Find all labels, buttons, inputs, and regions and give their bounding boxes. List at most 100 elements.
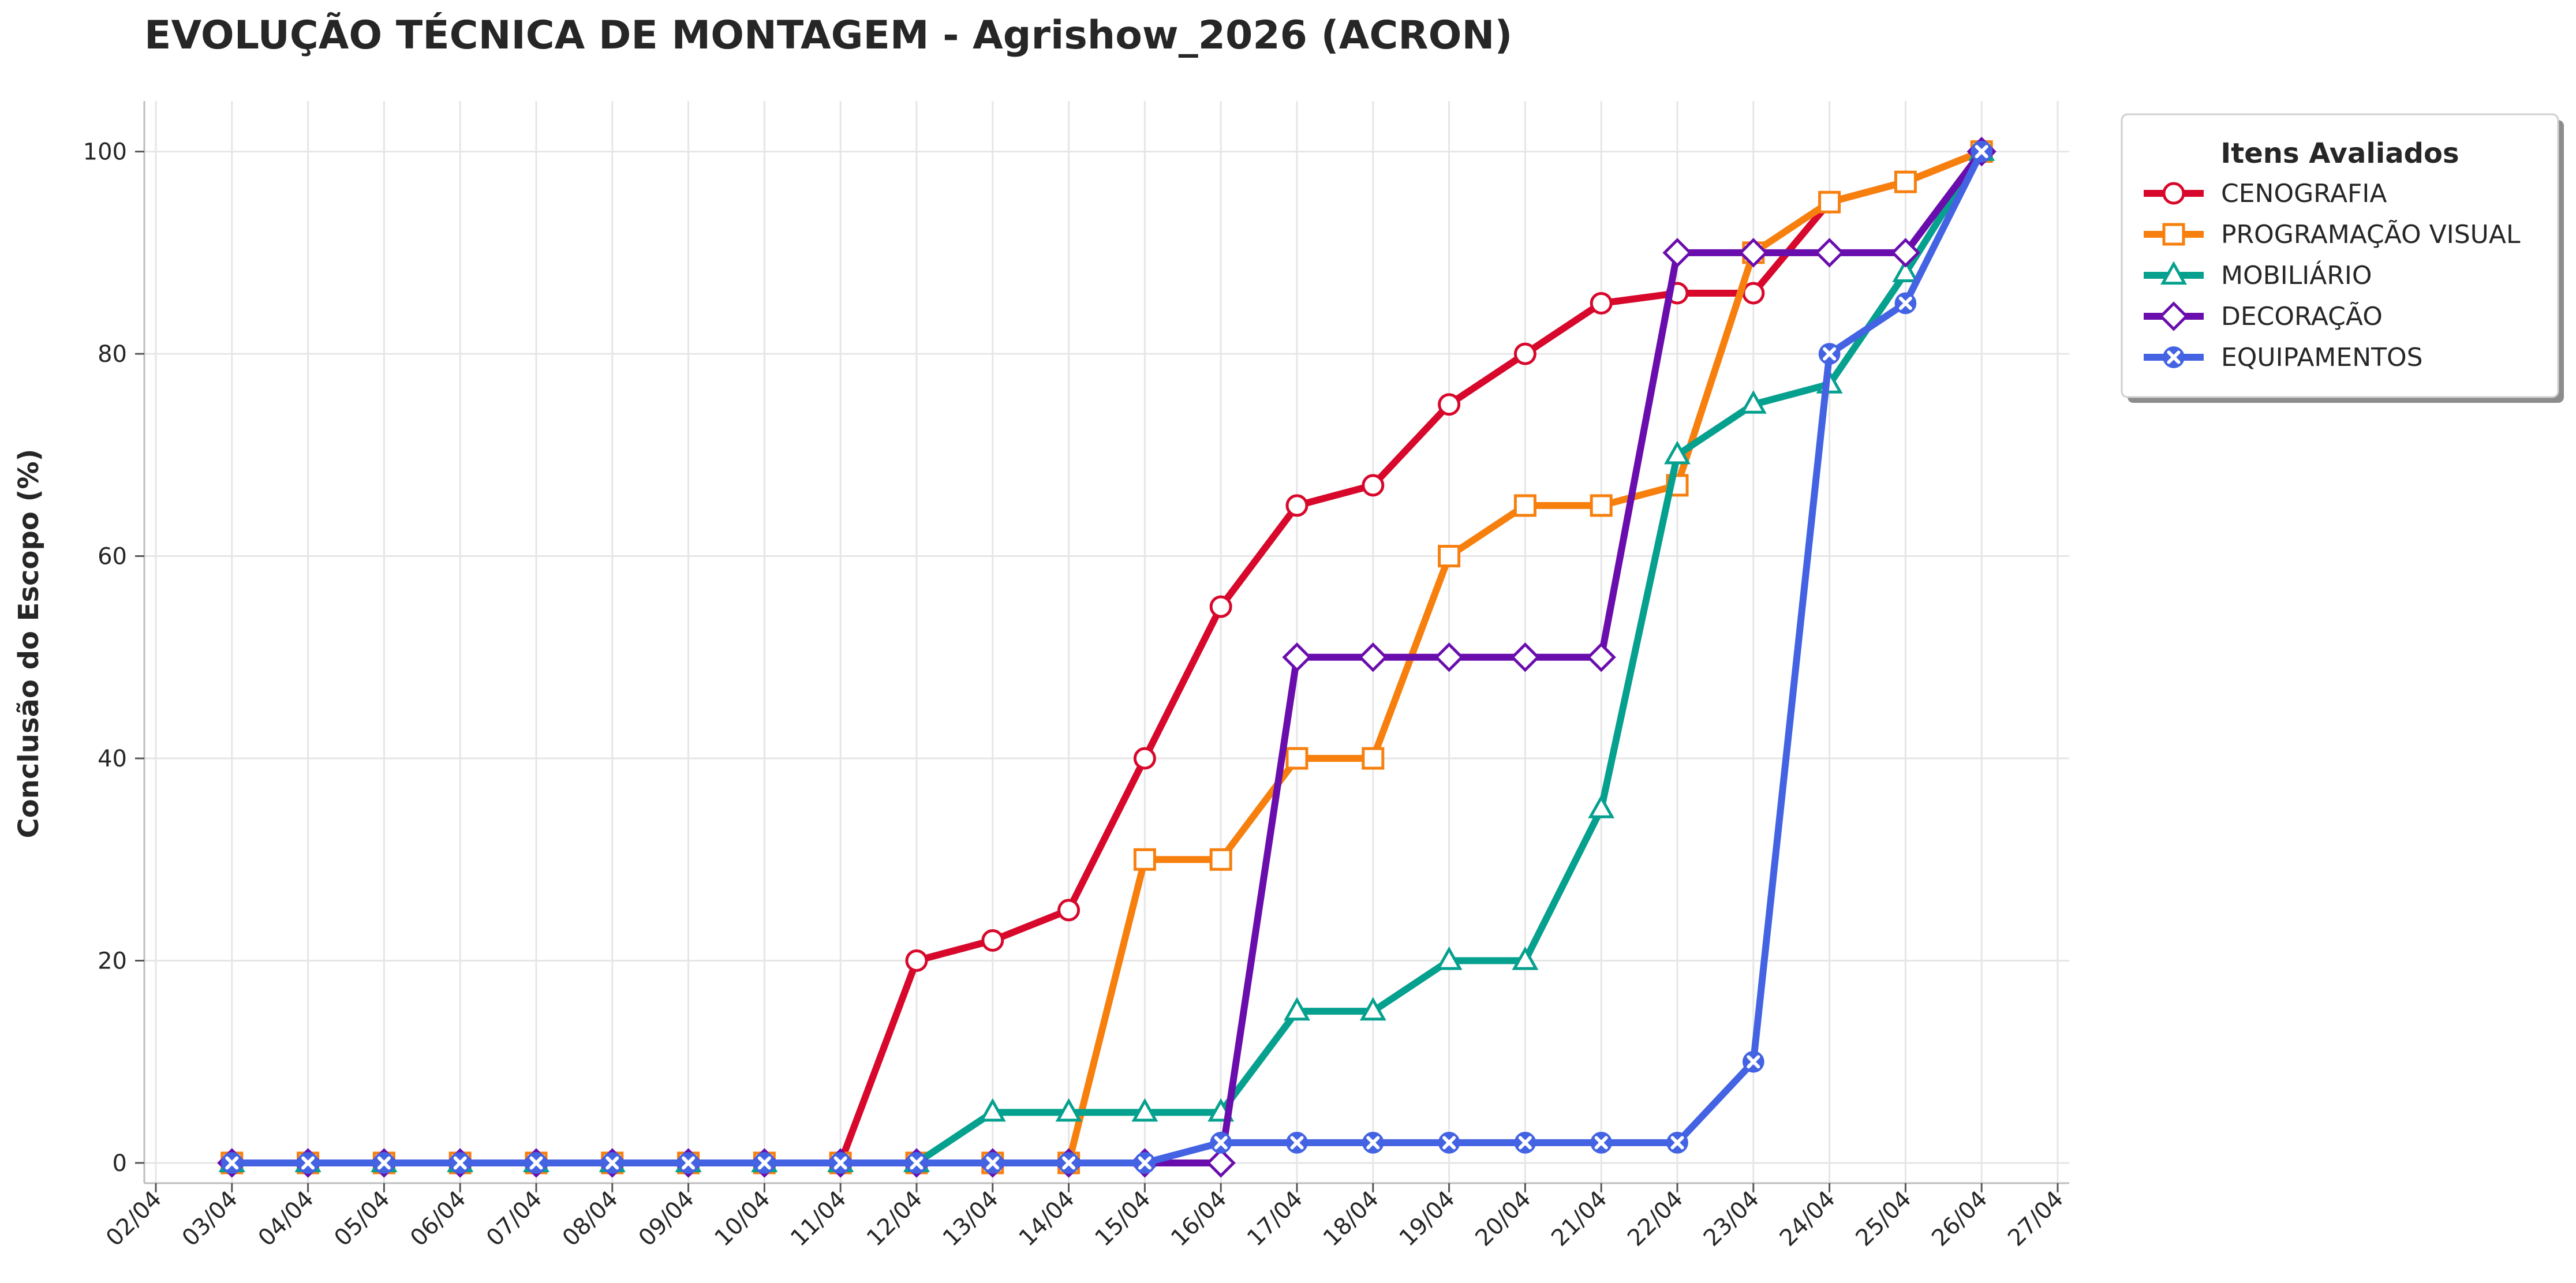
data-point-circle [1133, 747, 1156, 770]
data-point-square [1285, 747, 1308, 770]
data-point-diamond [1510, 642, 1541, 672]
data-point-x [220, 1152, 243, 1174]
data-point-x-cross [225, 1156, 239, 1170]
data-point-x [1971, 140, 1993, 163]
data-point-square [1438, 545, 1461, 568]
data-point-x-cross [910, 1156, 924, 1170]
data-point-x-cross [1747, 1055, 1760, 1069]
y-tick-label: 60 [98, 544, 127, 570]
data-point-x-cross [2167, 350, 2181, 364]
legend-item: EQUIPAMENTOS [2144, 343, 2423, 372]
data-point-triangle [1664, 440, 1691, 465]
data-point-x [449, 1152, 472, 1174]
data-point-diamond [1358, 642, 1388, 672]
data-point-triangle [1588, 794, 1615, 818]
legend-label: PROGRAMAÇÃO VISUAL [2221, 219, 2521, 249]
x-tick-label: 07/04 [481, 1186, 547, 1252]
y-axis-label: Conclusão do Escopo (%) [13, 449, 45, 839]
data-point-x [373, 1152, 395, 1174]
data-point-x-cross [1670, 1136, 1684, 1150]
x-tick-label: 02/04 [101, 1186, 167, 1252]
legend-label: MOBILIÁRIO [2221, 260, 2372, 290]
data-point-triangle [1892, 259, 1919, 282]
y-tick-label: 0 [113, 1150, 127, 1177]
data-point-x [2163, 346, 2185, 368]
legend-title: Itens Avaliados [2220, 137, 2459, 170]
grid [144, 101, 2069, 1183]
data-point-x-cross [1062, 1156, 1076, 1170]
data-point-circle [1209, 595, 1232, 618]
x-tick-label: 23/04 [1699, 1186, 1764, 1252]
series-line [228, 148, 1986, 1166]
data-point-x [906, 1152, 928, 1174]
data-point-triangle [1284, 997, 1310, 1021]
data-point-circle [1513, 342, 1536, 365]
x-tick-label: 05/04 [329, 1186, 395, 1252]
data-point-x-cross [757, 1156, 771, 1170]
data-point-circle [1438, 393, 1461, 416]
data-point-square [2162, 223, 2185, 246]
data-point-x [1818, 343, 1841, 365]
data-point-circle [905, 949, 928, 972]
y-tick-label: 20 [98, 948, 127, 974]
x-tick-label: 08/04 [558, 1186, 623, 1252]
data-point-diamond [1814, 238, 1845, 268]
x-tick-label: 26/04 [1927, 1186, 1992, 1252]
data-point-diamond [1206, 1148, 1236, 1178]
x-tick-label: 25/04 [1850, 1186, 1916, 1252]
x-tick-label: 10/04 [709, 1186, 775, 1252]
data-point-circle [1285, 494, 1308, 517]
data-point-triangle [1435, 946, 1463, 970]
data-point-x-cross [377, 1156, 391, 1170]
y-tick-label: 80 [98, 341, 127, 368]
data-point-diamond [1738, 238, 1769, 268]
data-point-diamond [1434, 642, 1464, 672]
data-point-triangle [1359, 997, 1386, 1021]
x-tick-label: 21/04 [1546, 1186, 1612, 1252]
data-point-square [1209, 848, 1232, 871]
x-tick-label: 09/04 [634, 1186, 700, 1252]
data-point-x-cross [453, 1156, 467, 1170]
data-point-x [1210, 1132, 1232, 1154]
series-line [228, 148, 1986, 1166]
legend-item: CENOGRAFIA [2144, 179, 2387, 208]
data-point-square [1133, 848, 1156, 871]
x-tick-label: 13/04 [938, 1186, 1004, 1252]
data-point-x [1057, 1152, 1080, 1174]
data-point-circle [2162, 182, 2185, 205]
data-point-x [297, 1152, 319, 1174]
legend-label: EQUIPAMENTOS [2221, 343, 2423, 372]
x-tick-label: 14/04 [1014, 1186, 1080, 1252]
x-tick-label: 03/04 [177, 1186, 243, 1252]
x-tick-label: 04/04 [253, 1186, 319, 1252]
x-tick-label: 20/04 [1470, 1186, 1536, 1252]
data-point-x-cross [1214, 1136, 1228, 1150]
series [220, 140, 1993, 1174]
data-point-x-cross [1138, 1156, 1151, 1170]
y-tick-label: 100 [83, 139, 127, 166]
data-point-x [1894, 292, 1917, 315]
data-point-triangle [979, 1098, 1006, 1122]
data-point-x [1590, 1132, 1613, 1154]
legend-items: CENOGRAFIA PROGRAMAÇÃO VISUAL MOBILIÁRIO DE… [2144, 179, 2521, 372]
data-point-x-cross [1594, 1136, 1608, 1150]
data-point-x-cross [301, 1156, 315, 1170]
data-point-x-cross [1290, 1136, 1304, 1150]
data-point-x [1742, 1050, 1764, 1073]
x-tick-label: 24/04 [1775, 1186, 1841, 1252]
data-point-diamond [1890, 238, 1921, 268]
data-point-circle [1057, 899, 1081, 922]
x-tick-label: 11/04 [786, 1186, 851, 1252]
x-tick-label: 18/04 [1318, 1186, 1384, 1252]
data-point-circle [1590, 291, 1613, 315]
x-tick-label: 16/04 [1166, 1186, 1232, 1252]
data-point-circle [1362, 474, 1385, 497]
x-tick-label: 27/04 [2003, 1186, 2069, 1252]
x-tick-label: 12/04 [862, 1186, 928, 1252]
data-point-circle [1742, 282, 1765, 305]
data-point-triangle [1512, 946, 1539, 970]
data-point-square [1590, 494, 1613, 517]
data-point-x [1514, 1132, 1536, 1154]
data-point-x-cross [1823, 347, 1837, 361]
